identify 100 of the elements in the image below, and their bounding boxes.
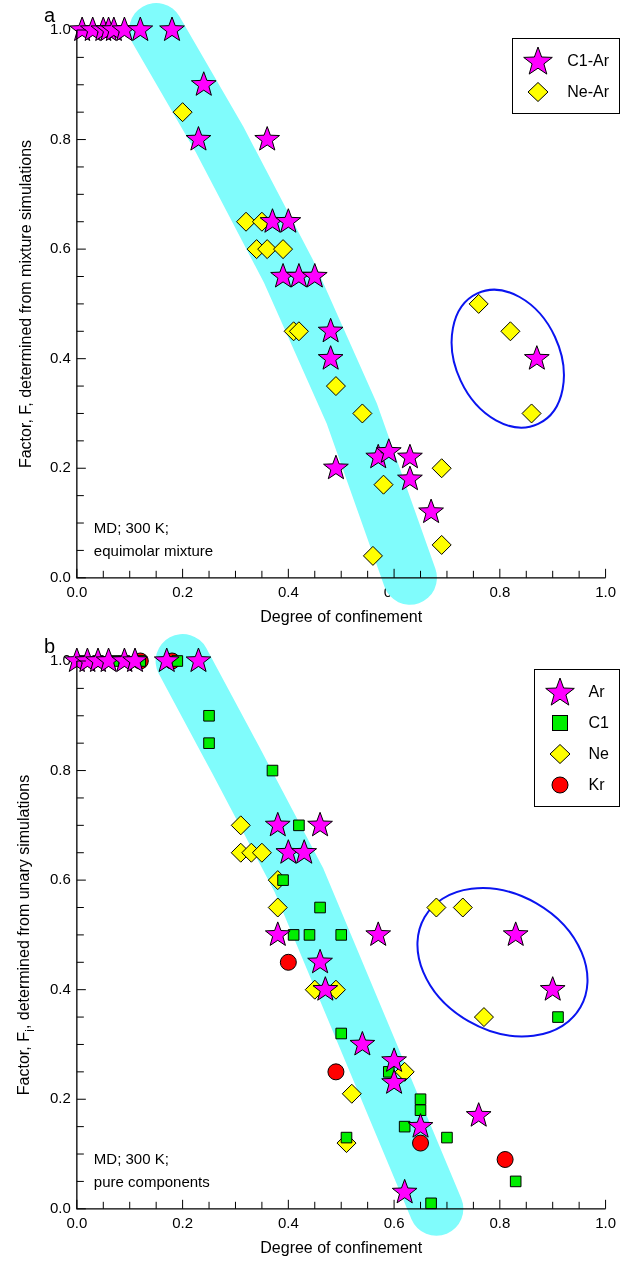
point [291,839,318,864]
point [349,1030,376,1056]
point [317,317,344,343]
point [153,647,180,673]
point [500,321,521,342]
y-tick-label: 0.6 [49,239,71,257]
point [365,921,392,946]
point [418,498,444,524]
x-tick-label: 0.0 [66,1213,88,1231]
x-tick-label: 0.2 [172,582,194,600]
y-tick-label: 0.4 [49,348,71,366]
point [267,897,288,918]
point [230,815,251,836]
x-tick-label: 1.0 [595,1213,616,1231]
x-axis-title: Degree of confinement [260,1238,423,1256]
y-tick-label: 0.0 [49,567,71,585]
y-tick-label: 0.8 [49,129,71,147]
x-tick-label: 0.8 [489,582,511,600]
point [275,208,302,233]
y-tick-label: 0.2 [49,1089,71,1107]
legend-label: Ne [588,744,609,763]
point [441,1131,453,1144]
annotation: equimolar mixture [93,541,214,559]
point [352,403,373,424]
y-tick-label: 0.6 [49,870,71,888]
x-tick-label: 0.6 [383,1213,405,1231]
point [340,1131,353,1144]
x-tick-label: 0.0 [66,582,88,600]
y-tick-label: 0.4 [49,979,71,997]
point [523,345,550,370]
x-tick-label: 0.4 [277,582,299,600]
point [301,263,328,288]
annotation: MD; 300 K; [93,518,169,536]
point [414,1104,427,1116]
point [426,897,447,918]
x-axis-title: Degree of confinement [260,607,423,625]
y-tick-label: 0.0 [49,1198,71,1216]
point [288,321,309,342]
annotation: MD; 300 K; [93,1149,169,1167]
legend-label: Ne-Ar [567,82,609,101]
point [203,737,215,749]
point [303,929,316,941]
point [431,534,452,555]
point [539,976,566,1001]
point [190,71,217,96]
point [293,819,305,832]
point [172,102,193,123]
point [496,1151,514,1168]
point [122,647,148,673]
legend-label: C1 [588,713,609,732]
point [335,1027,348,1040]
point [264,811,291,837]
point [185,126,212,151]
point [397,443,423,469]
y-axis-title: Factor, F, determined from mixture simulations [17,139,35,468]
point [266,764,279,777]
point [521,403,542,424]
point [381,1047,407,1072]
point [287,929,300,941]
point [335,929,348,941]
point [509,1175,522,1188]
point [277,874,289,886]
legend-label: C1-Ar [567,51,609,70]
y-tick-label: 0.2 [49,458,71,476]
point [273,239,294,260]
point [381,1069,407,1094]
point [465,1102,492,1127]
point [468,293,489,314]
point [431,458,452,479]
point [452,897,473,918]
point [307,811,333,837]
point [412,1134,430,1152]
point [203,709,215,722]
point [341,1083,362,1104]
point [425,1197,437,1210]
point [323,454,349,480]
point [502,921,529,946]
point [307,948,333,974]
point [312,976,339,1001]
point [375,438,402,463]
point [185,647,212,673]
point [414,1093,427,1106]
point [236,211,257,232]
point [397,465,423,491]
point [327,1063,345,1081]
point [254,126,281,151]
point [473,1007,494,1028]
point [251,842,272,863]
point [325,376,346,397]
legend-label: Kr [588,775,605,794]
point [279,953,297,971]
point [159,16,185,42]
point [391,1178,418,1204]
x-tick-label: 0.4 [277,1213,299,1231]
point [407,1113,434,1138]
point [552,1011,564,1023]
x-tick-label: 0.2 [172,1213,194,1231]
point [264,921,291,946]
point [127,16,154,42]
point [257,239,278,260]
